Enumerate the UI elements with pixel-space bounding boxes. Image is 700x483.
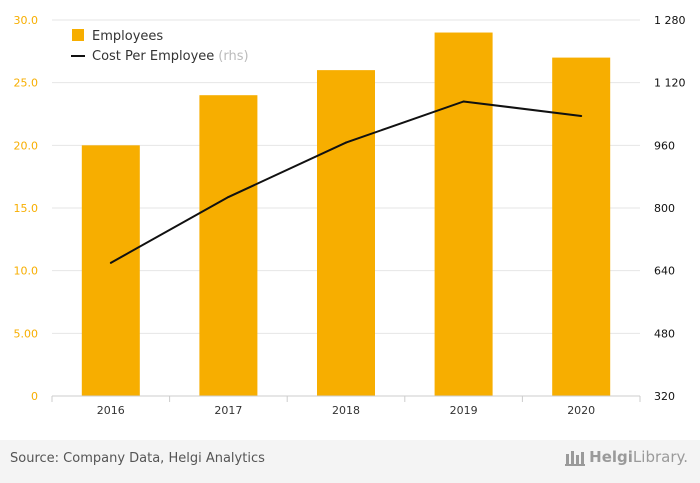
source-note: Source: Company Data, Helgi Analytics [10,451,265,466]
x-tick-label: 2020 [567,404,595,417]
x-tick-label: 2018 [332,404,360,417]
brand-name-part2: Library. [632,448,688,466]
y-left-tick-label: 25.0 [14,77,39,90]
bar-employees-2019 [434,32,493,397]
brand-name: HelgiLibrary. [589,448,688,466]
y-right-tick-label: 1 280 [654,14,686,27]
bar-series-employees [81,32,611,397]
y-left-tick-label: 0 [31,390,38,403]
y-right-tick-label: 800 [654,202,675,215]
line-point-2018 [345,141,347,144]
y-left-tick-label: 30.0 [14,14,39,27]
y-right-tick-label: 320 [654,390,675,403]
axes: 0 320 5.00 480 10.0 640 15.0 800 20.0 960 25.0 1 12… [14,14,686,417]
x-tick-label: 2016 [97,404,125,417]
y-right-tick-label: 1 120 [654,77,686,90]
bar-employees-2017 [199,95,258,396]
legend-label-employees: Employees [92,29,163,44]
y-left-tick-label: 15.0 [14,202,39,215]
y-left-tick-label: 20.0 [14,139,39,152]
legend-label-cost-per-employee: Cost Per Employee (rhs) [92,49,249,64]
y-right-tick-label: 960 [654,139,675,152]
y-right-tick-label: 480 [654,327,675,340]
y-left-tick-label: 10.0 [14,265,39,278]
legend-label-cost-text: Cost Per Employee [92,49,214,64]
legend-swatch-employees [72,29,84,41]
line-point-2020 [580,114,583,117]
legend: Employees Cost Per Employee (rhs) [71,29,249,64]
y-right-tick-label: 640 [654,265,675,278]
brand-logo: HelgiLibrary. [565,448,688,466]
line-series-cost-per-employee [109,100,583,264]
line-point-2017 [227,196,230,199]
bar-employees-2020 [552,57,611,396]
x-tick-label: 2019 [450,404,478,417]
helgi-library-logo-icon [565,451,586,466]
bar-employees-2018 [317,70,375,396]
y-left-tick-label: 5.00 [14,327,39,340]
line-point-2019 [462,100,465,103]
legend-label-rhs: (rhs) [218,49,248,64]
bar-employees-2016 [81,145,140,396]
brand-name-part1: Helgi [589,448,633,466]
x-tick-label: 2017 [214,404,242,417]
line-point-2016 [109,261,112,264]
